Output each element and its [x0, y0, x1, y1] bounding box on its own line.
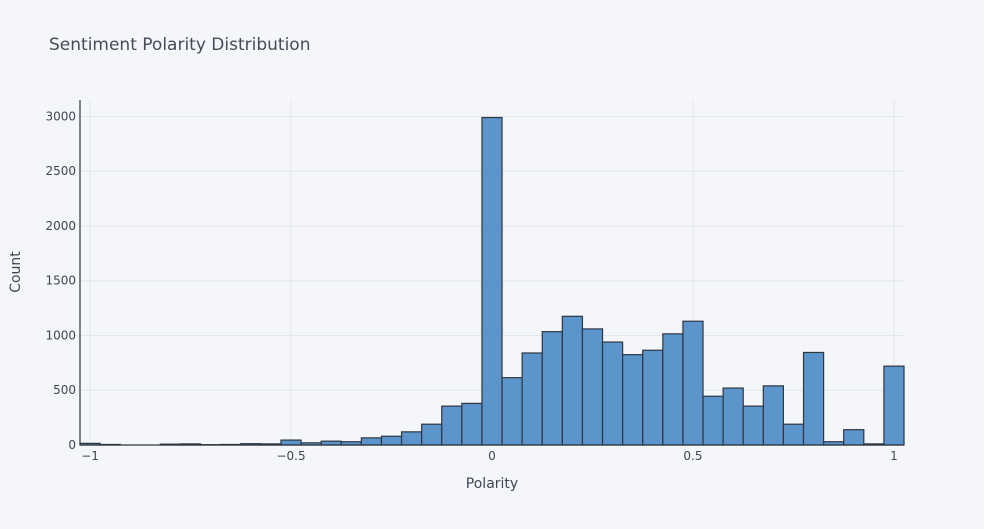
histogram-bar — [844, 430, 864, 445]
y-tick-label: 3000 — [45, 109, 76, 123]
histogram-bar — [743, 406, 763, 445]
histogram-bar — [562, 316, 582, 445]
x-tick-label: 0.5 — [683, 449, 702, 463]
x-tick-label: 0 — [488, 449, 496, 463]
histogram-bar — [462, 403, 482, 445]
histogram-bar — [804, 352, 824, 445]
y-tick-label: 1000 — [45, 328, 76, 342]
histogram-bar — [482, 118, 502, 445]
histogram-bar — [522, 353, 542, 445]
histogram-bar — [502, 378, 522, 445]
y-tick-labels: 0 500 1000 1500 2000 2500 3000 — [45, 109, 76, 452]
y-axis-title: Count — [8, 251, 24, 293]
histogram-bar — [703, 396, 723, 445]
histogram-bar — [783, 424, 803, 445]
x-tick-label: 1 — [890, 449, 898, 463]
histogram-bar — [884, 366, 904, 445]
histogram-bar — [663, 334, 683, 445]
histogram-bar — [361, 438, 381, 445]
y-tick-label: 0 — [68, 438, 76, 452]
x-tick-labels: −1 −0.5 0 0.5 1 — [81, 449, 898, 463]
histogram-bar — [763, 386, 783, 445]
histogram-bar — [422, 424, 442, 445]
histogram-bar — [442, 406, 462, 445]
histogram-bars — [80, 118, 904, 445]
y-tick-label: 500 — [53, 383, 76, 397]
histogram-bar — [582, 329, 602, 445]
histogram-bar — [281, 440, 301, 445]
histogram-bar — [683, 321, 703, 445]
x-axis-title: Polarity — [466, 476, 518, 492]
histogram-bar — [603, 342, 623, 445]
y-tick-label: 2500 — [45, 164, 76, 178]
histogram-bar — [723, 388, 743, 445]
histogram-bar — [381, 436, 401, 445]
histogram-bar — [643, 350, 663, 445]
histogram-bar — [623, 355, 643, 445]
x-tick-label: −1 — [81, 449, 99, 463]
x-tick-label: −0.5 — [276, 449, 305, 463]
y-tick-label: 1500 — [45, 274, 76, 288]
chart-title: Sentiment Polarity Distribution — [49, 35, 310, 55]
histogram-bar — [542, 332, 562, 445]
y-tick-label: 2000 — [45, 219, 76, 233]
histogram-bar — [402, 432, 422, 445]
